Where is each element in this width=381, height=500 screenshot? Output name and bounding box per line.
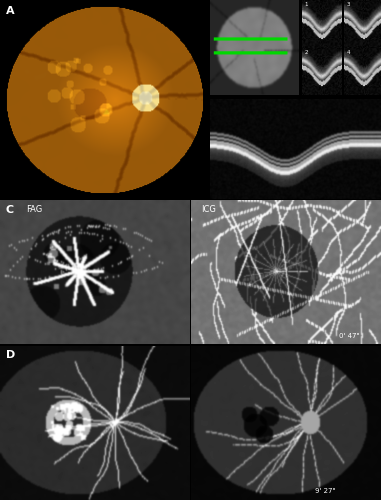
Text: B: B	[215, 6, 224, 16]
Text: C: C	[6, 204, 14, 214]
Text: A: A	[6, 6, 15, 16]
Text: 0' 47": 0' 47"	[339, 332, 360, 338]
Text: 9' 27": 9' 27"	[315, 488, 335, 494]
Text: FAG: FAG	[27, 204, 43, 214]
Text: D: D	[6, 350, 15, 360]
Text: ICG: ICG	[201, 204, 216, 214]
